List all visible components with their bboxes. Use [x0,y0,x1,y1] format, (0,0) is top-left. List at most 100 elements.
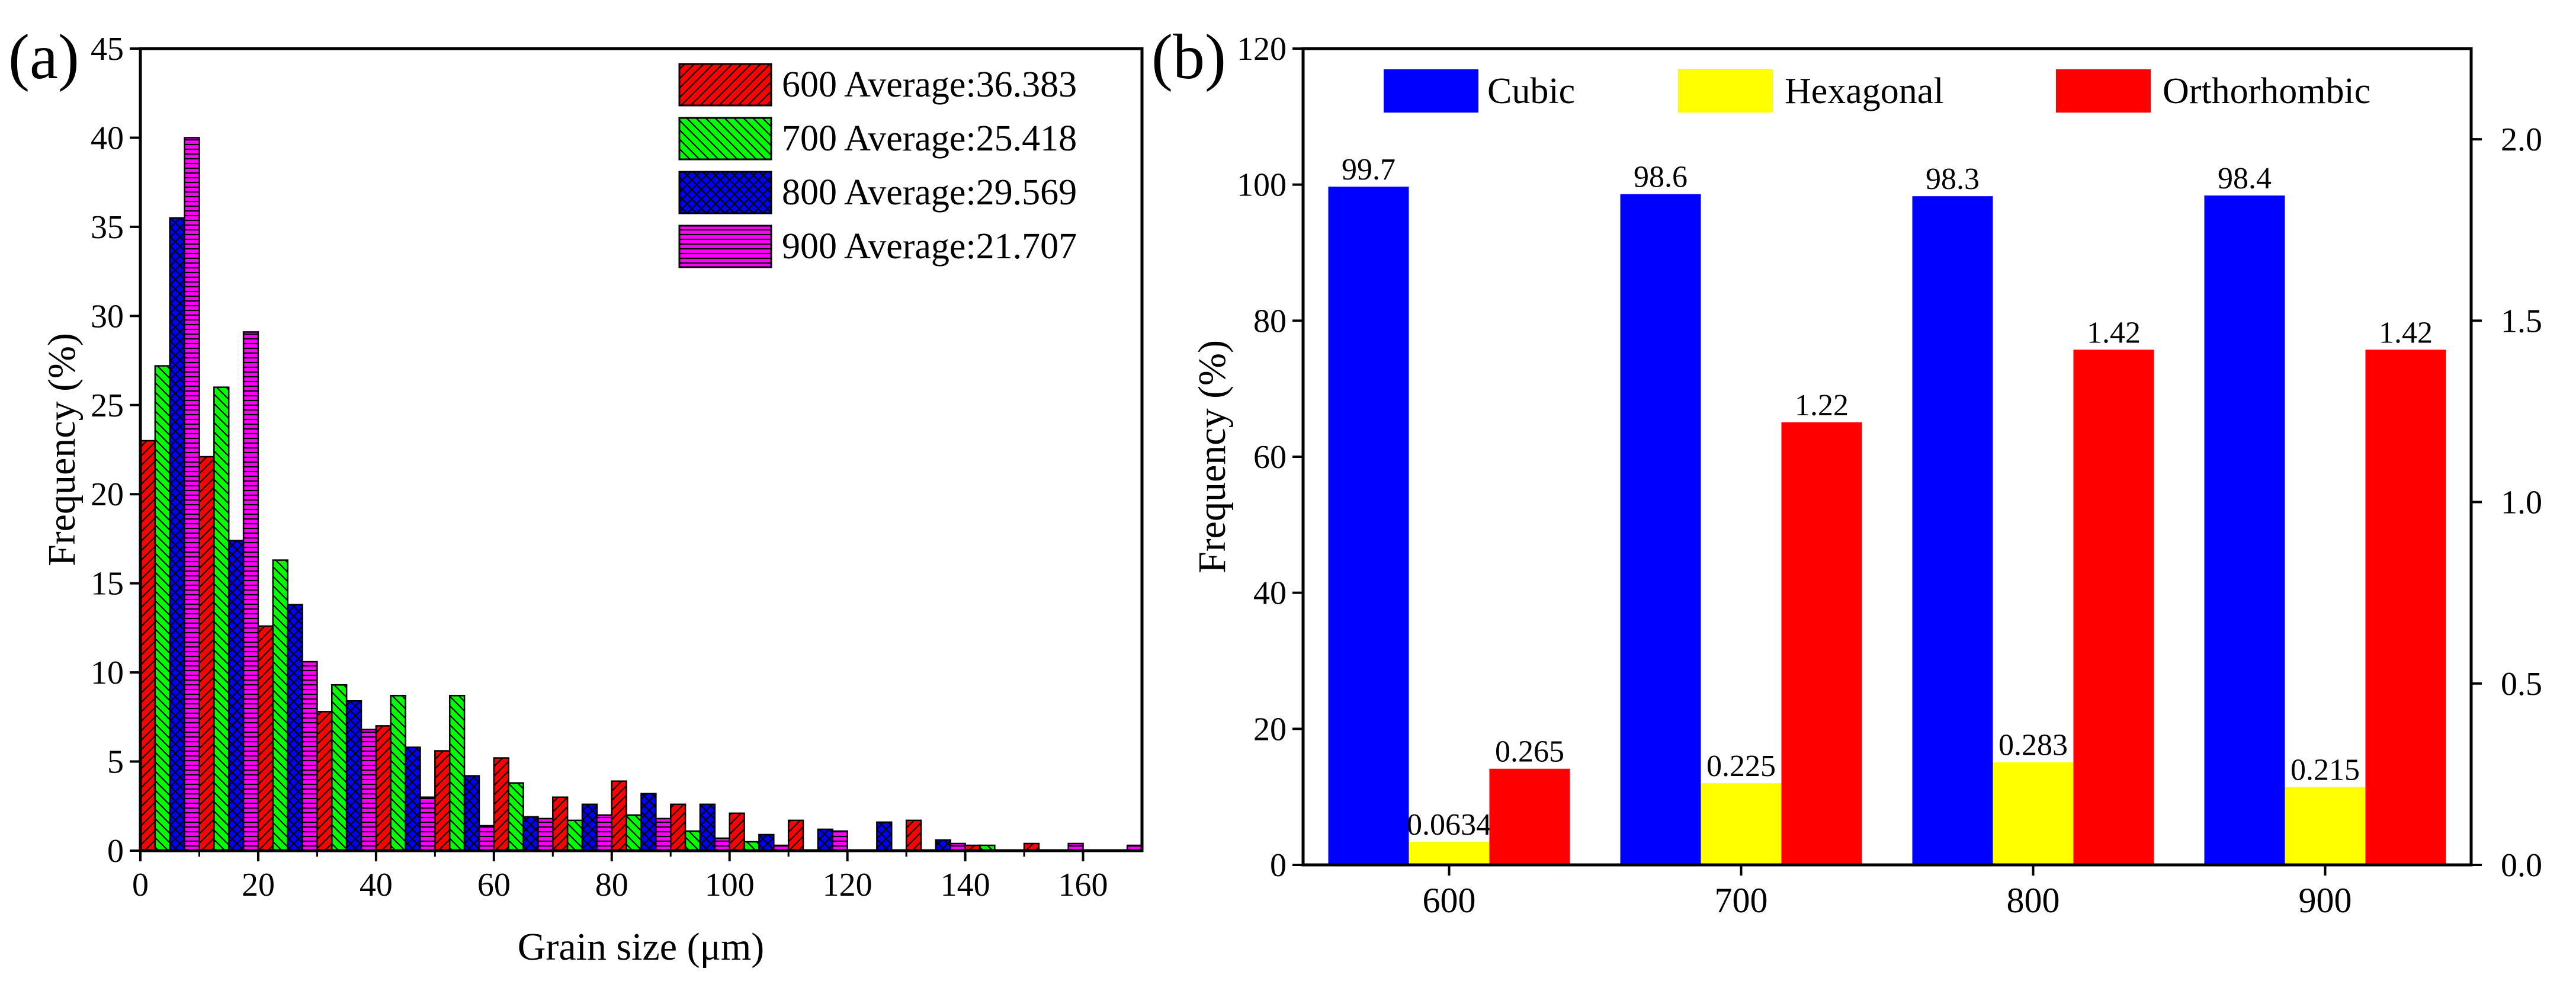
panel-a-legend-label: 600 Average:36.383 [782,65,1077,105]
panel-a-bar-700-bin-55 [448,694,466,852]
panel-a-bar-700-bin-65 [508,782,524,852]
panel-a-bar-800-bin-135 [935,839,951,852]
panel-a-y-tick-label: 45 [91,31,124,68]
panel-a-y-tick-label: 30 [91,298,124,335]
panel-a-bar-800-bin-95 [699,803,716,852]
panel-b-y-axis-label: Frequency (%) [1191,340,1234,573]
panel-a-bar-700-bin-45 [390,694,406,852]
panel-b-y-tick-label: 20 [1253,711,1287,748]
panel-a-bar-600-bin-105 [729,812,745,852]
panel-b-data-label: 0.215 [2291,753,2360,787]
panel-a-x-tick-label: 0 [132,867,149,903]
panel-a-x-axis-label: Grain size (μm) [518,925,765,969]
panel-b-bar-hexagonal-900 [2285,787,2366,865]
panel-a-bar-900-bin-15 [242,331,259,852]
panel-a-x-tick-label: 60 [477,867,511,903]
panel-a-y-tick-label: 5 [107,744,124,781]
panel-b-x-tick-label: 800 [2007,881,2060,920]
panel-a-bar-600-bin-5 [139,440,156,852]
panel-b-bar-hexagonal-700 [1701,783,1782,865]
panel-b-data-label: 1.42 [2087,316,2141,350]
panel-a-x-tick-label: 120 [823,867,872,903]
panel-b-bar-cubic-900 [2204,195,2285,865]
panel-b-data-label: 1.42 [2379,316,2433,350]
panel-a-bar-800-bin-105 [758,833,775,852]
panel-a-y-tick-label: 35 [91,209,124,246]
panel-b-data-label: 0.265 [1495,735,1564,769]
panel-a-bar-800-bin-85 [640,793,657,852]
panel-b-data-label: 0.225 [1706,749,1776,783]
panel-a-bar-900-bin-35 [360,729,377,852]
panel-a-plot-frame [139,47,1144,852]
panel-b-x-tick-label: 700 [1715,881,1768,920]
panel-b-legend-label: Cubic [1487,71,1575,111]
panel-a-bars [139,137,1143,852]
panel-a-bar-700-bin-75 [566,819,583,852]
panel-a-x-tick-label: 80 [595,867,628,903]
panel-a-bar-800-bin-25 [287,604,303,852]
panel-a-legend-swatch [678,63,772,107]
panel-a-legend: 600 Average:36.383 700 Average:25.418 800 … [678,63,1077,268]
panel-a-y-tick-label: 40 [91,120,124,156]
panel-b-legend-swatch [2056,69,2151,113]
panel-b-data-label: 0.283 [1998,729,2068,762]
panel-a-y-axis-label: Frequency (%) [40,333,84,566]
panel-a-legend-swatch [678,117,772,161]
panel-b-y-tick-label: 40 [1253,575,1287,612]
panel-a-bar-900-bin-5 [184,137,200,852]
panel-b-bar-orthorhombic-700 [1781,422,1862,865]
panel-a-bar-900-bin-55 [478,825,495,852]
panel-a-bar-800-bin-45 [405,746,421,852]
panel-b-legend-swatch [1384,69,1478,113]
panel-b-bar-orthorhombic-600 [1489,768,1570,865]
panel-a-bar-600-bin-75 [552,796,569,852]
panel-b-x-tick-label: 600 [1423,881,1476,920]
panel-a-bar-600-bin-15 [198,456,215,852]
panel-a-bar-600-bin-45 [375,725,392,852]
panel-b-y2-tick-label: 2.0 [2501,121,2542,158]
panel-a-ticks: 0 20 40 60 80 100 120 140 160 0 5 10 15 20 25 30 35 40 45 [91,31,1108,903]
panel-a-bar-900-bin-65 [537,818,554,852]
panel-b-bar-orthorhombic-800 [2073,350,2154,865]
panel-a-bar-900-bin-95 [714,837,730,852]
panel-b-bar-cubic-800 [1912,196,1993,865]
panel-a-bar-700-bin-5 [154,365,171,852]
panel-a-bar-700-bin-85 [625,814,642,852]
panel-b-y-tick-label: 60 [1253,439,1287,476]
panel-b-legend-label: Orthorhombic [2163,71,2370,111]
panel-a-bar-600-bin-95 [669,803,686,852]
panel-a-label: (a) [8,22,79,92]
panel-a-bar-600-bin-35 [316,711,333,852]
panel-a-legend-label: 800 Average:29.569 [782,172,1077,213]
panel-b-label: (b) [1151,22,1226,92]
panel-a-x-tick-label: 100 [705,867,755,903]
panel-b-ticks: 600 700 800 900 0 20 40 60 80 100 120 0.0 0.5 1.0 1.5 2… [1237,31,2542,920]
panel-a-bar-800-bin-75 [581,803,598,852]
panel-b-y-tick-label: 0 [1270,847,1287,884]
panel-b-data-label: 0.0634 [1407,808,1491,842]
panel-b-x-tick-label: 900 [2299,881,2352,920]
panel-b-bars: 99.7 0.0634 0.265 98.6 0.225 1.22 98.3 0.283 1.4… [1328,153,2446,865]
panel-a-grain-size-histogram: (a) 0 20 40 60 80 100 120 140 160 0 5 10 15 20 25 30 35 4… [8,22,1144,969]
panel-a-bar-600-bin-55 [434,750,451,852]
panel-b-legend: Cubic Hexagonal Orthorhombic [1384,69,2370,113]
panel-b-plot-frame [1301,47,2473,867]
panel-b-data-label: 99.7 [1342,153,1396,187]
panel-a-bar-700-bin-15 [213,386,230,852]
panel-a-legend-label: 900 Average:21.707 [782,226,1077,267]
panel-b-y2-tick-label: 1.0 [2501,485,2542,521]
panel-a-legend-label: 700 Average:25.418 [782,118,1077,159]
panel-b-legend-swatch [1678,69,1773,113]
panel-b-y-tick-label: 80 [1253,303,1287,339]
panel-b-bar-cubic-600 [1328,187,1409,865]
panel-b-data-label: 98.4 [2218,162,2272,195]
panel-a-bar-900-bin-115 [832,830,848,852]
panel-a-bar-600-bin-85 [611,780,627,852]
panel-a-bar-800-bin-125 [876,821,893,852]
panel-a-x-tick-label: 20 [242,867,275,903]
panel-b-y2-tick-label: 1.5 [2501,303,2542,339]
panel-b-data-label: 1.22 [1795,389,1849,422]
panel-a-bar-900-bin-45 [419,796,436,852]
panel-b-y2-tick-label: 0.0 [2501,847,2542,884]
